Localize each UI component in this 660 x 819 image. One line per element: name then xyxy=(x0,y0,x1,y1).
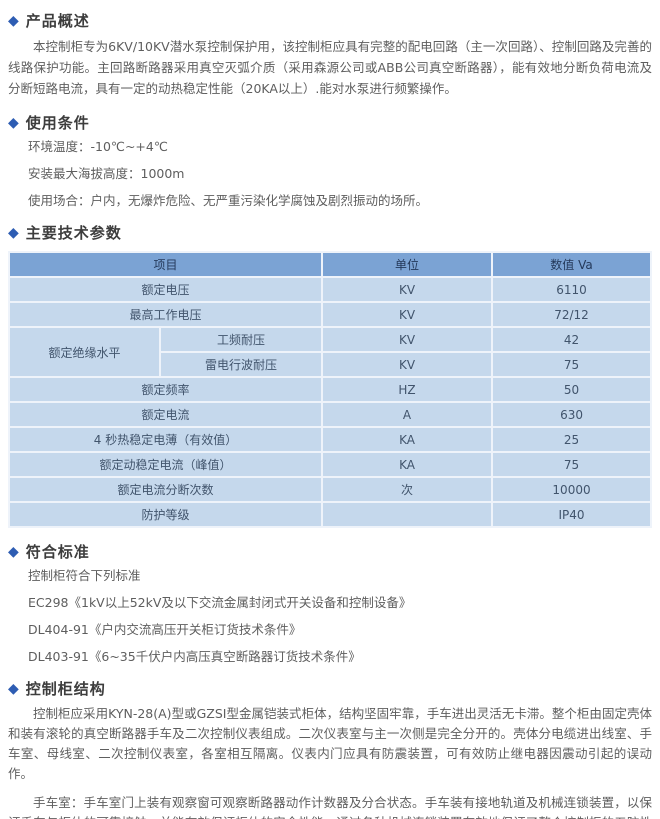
cell-unit: KV xyxy=(323,328,492,351)
table-row: 防护等级 IP40 xyxy=(10,503,651,526)
cell-item: 最高工作电压 xyxy=(10,303,322,326)
table-row: 额定电压 KV 6110 xyxy=(10,278,651,301)
col-header-value: 数值 Va xyxy=(493,253,651,276)
cell-item: 额定频率 xyxy=(10,378,322,401)
col-header-item: 项目 xyxy=(10,253,322,276)
table-row: 4 秒热稳定电薄（有效值） KA 25 xyxy=(10,428,651,451)
standards-intro-line: 控制柜符合下列标准 xyxy=(28,568,141,583)
condition-ambient-temperature: 环境温度：-10℃~+4℃ xyxy=(28,139,168,154)
table-row: 额定动稳定电流（峰值） KA 75 xyxy=(10,453,651,476)
cell-unit: HZ xyxy=(323,378,492,401)
cell-value: 42 xyxy=(493,328,651,351)
cell-item: 工频耐压 xyxy=(161,328,322,351)
cell-value: 6110 xyxy=(493,278,651,301)
section-heading-product-overview: ◆ 产品概述 xyxy=(8,10,652,31)
diamond-icon: ◆ xyxy=(8,680,19,697)
cell-value: 50 xyxy=(493,378,651,401)
diamond-icon: ◆ xyxy=(8,543,19,560)
cell-item: 防护等级 xyxy=(10,503,322,526)
section-heading-cabinet-structure: ◆ 控制柜结构 xyxy=(8,678,652,699)
table-row: 额定频率 HZ 50 xyxy=(10,378,651,401)
cell-unit: KA xyxy=(323,453,492,476)
section-title-standards: 符合标准 xyxy=(25,543,90,561)
diamond-icon: ◆ xyxy=(8,12,19,29)
standard-dl403-91: DL403-91《6~35千伏户内高压真空断路器订货技术条件》 xyxy=(28,649,361,664)
cell-value: 75 xyxy=(493,353,651,376)
standard-dl404-91: DL404-91《户内交流高压开关柜订货技术条件》 xyxy=(28,622,302,637)
standard-ec298: EC298《1kV以上52kV及以下交流金属封闭式开关设备和控制设备》 xyxy=(28,595,412,610)
section-heading-tech-params: ◆ 主要技术参数 xyxy=(8,222,652,243)
cell-value: 630 xyxy=(493,403,651,426)
tech-params-table: 项目 单位 数值 Va 额定电压 KV 6110 最高工作电压 KV 72/12… xyxy=(8,251,653,528)
product-overview-paragraph: 本控制柜专为6KV/10KV潜水泵控制保护用，该控制柜应具有完整的配电回路（主一… xyxy=(8,39,652,96)
cell-unit: KA xyxy=(323,428,492,451)
col-header-unit: 单位 xyxy=(323,253,492,276)
cell-unit: KV xyxy=(323,303,492,326)
condition-usage-place: 使用场合：户内，无爆炸危险、无严重污染化学腐蚀及剧烈振动的场所。 xyxy=(28,193,429,208)
section-title-cabinet-structure: 控制柜结构 xyxy=(25,680,106,698)
diamond-icon: ◆ xyxy=(8,114,19,131)
table-row: 额定电流 A 630 xyxy=(10,403,651,426)
cell-item-group: 额定绝缘水平 xyxy=(10,328,159,376)
cell-item: 额定电流 xyxy=(10,403,322,426)
table-row: 额定绝缘水平 工频耐压 KV 42 xyxy=(10,328,651,376)
table-row: 额定电流分断次数 次 10000 xyxy=(10,478,651,501)
diamond-icon: ◆ xyxy=(8,224,19,241)
cell-item: 额定电流分断次数 xyxy=(10,478,322,501)
handcart-room-paragraph: 手车室：手车室门上装有观察窗可观察断路器动作计数器及分合状态。手车装有接地轨道及… xyxy=(8,795,652,819)
cell-value: 72/12 xyxy=(493,303,651,326)
section-title-product-overview: 产品概述 xyxy=(25,12,90,30)
cell-value: 75 xyxy=(493,453,651,476)
section-heading-usage-conditions: ◆ 使用条件 xyxy=(8,112,652,133)
cell-unit: KV xyxy=(323,353,492,376)
cabinet-structure-paragraph: 控制柜应采用KYN-28(A)型或GZSI型金属铠装式柜体，结构坚固牢靠，手车进… xyxy=(8,706,652,781)
section-heading-standards: ◆ 符合标准 xyxy=(8,541,652,562)
cell-unit: A xyxy=(323,403,492,426)
cell-unit: KV xyxy=(323,278,492,301)
cell-value: 10000 xyxy=(493,478,651,501)
cell-unit xyxy=(323,503,492,526)
table-header-row: 项目 单位 数值 Va xyxy=(10,253,651,276)
section-title-tech-params: 主要技术参数 xyxy=(25,224,122,242)
cell-value: 25 xyxy=(493,428,651,451)
table-row: 雷电行波耐压 KV 75 xyxy=(10,353,651,376)
section-title-usage-conditions: 使用条件 xyxy=(25,114,90,132)
cell-unit: 次 xyxy=(323,478,492,501)
cell-item: 雷电行波耐压 xyxy=(161,353,322,376)
cell-item: 4 秒热稳定电薄（有效值） xyxy=(10,428,322,451)
cell-value: IP40 xyxy=(493,503,651,526)
cell-item: 额定动稳定电流（峰值） xyxy=(10,453,322,476)
condition-max-altitude: 安装最大海拔高度：1000m xyxy=(28,166,185,181)
table-row: 最高工作电压 KV 72/12 xyxy=(10,303,651,326)
cell-item: 额定电压 xyxy=(10,278,322,301)
